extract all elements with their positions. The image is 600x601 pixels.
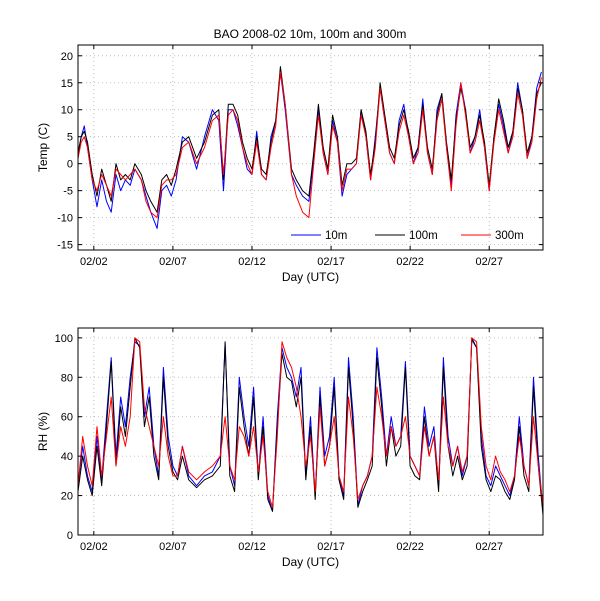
legend-label-300m: 300m: [495, 230, 524, 242]
y-tick-label: 0: [67, 159, 73, 171]
x-tick-label: 02/07: [159, 256, 187, 268]
temperature-series-300m: [77, 71, 542, 219]
x-tick-label: 02/27: [475, 256, 503, 268]
temperature-panel: -15 -10 -5 0 5 10 15 20 02/02 02/07 02/12 02/17 02/2…: [36, 44, 544, 284]
y-tick-label: 80: [61, 372, 73, 384]
humidity-y-axis-label: RH (%): [36, 412, 50, 451]
x-tick-label: 02/02: [80, 256, 108, 268]
y-tick-label: 5: [67, 132, 73, 144]
temperature-series: [77, 66, 542, 229]
x-tick-label: 02/02: [80, 541, 108, 553]
y-tick-label: 20: [61, 51, 73, 63]
x-tick-label: 02/17: [317, 541, 345, 553]
y-tick-label: 0: [67, 530, 73, 542]
figure-title: BAO 2008-02 10m, 100m and 300m: [214, 27, 407, 41]
y-tick-label: -10: [57, 213, 73, 225]
humidity-series-10m: [77, 339, 544, 512]
humidity-series-300m: [77, 337, 544, 508]
x-tick-label: 02/12: [238, 256, 266, 268]
temperature-grid: [78, 45, 543, 250]
humidity-series: [77, 337, 544, 516]
legend-label-100m: 100m: [409, 230, 438, 242]
y-tick-label: 40: [61, 451, 73, 463]
y-tick-label: 60: [61, 412, 73, 424]
y-tick-label: 10: [61, 105, 73, 117]
x-tick-label: 02/27: [475, 541, 503, 553]
humidity-x-axis-label: Day (UTC): [282, 555, 339, 569]
y-tick-label: 15: [61, 78, 73, 90]
y-tick-label: -5: [63, 186, 73, 198]
temperature-axes-frame: [77, 44, 544, 251]
humidity-panel: 0 20 40 60 80 100 02/02 02/07 02/12 02/17 02/22 02/…: [36, 327, 544, 569]
y-tick-label: 100: [55, 333, 73, 345]
legend-label-10m: 10m: [325, 230, 347, 242]
y-tick-label: -15: [57, 240, 73, 252]
y-tick-label: 20: [61, 491, 73, 503]
x-tick-label: 02/12: [238, 541, 266, 553]
x-tick-label: 02/22: [396, 256, 424, 268]
x-tick-label: 02/17: [317, 256, 345, 268]
temperature-ticks: -15 -10 -5 0 5 10 15 20 02/02 02/07 02/12 02/17 02/2…: [57, 45, 543, 268]
temperature-legend: 10m 100m 300m: [291, 230, 524, 242]
temperature-series-100m: [77, 66, 542, 213]
humidity-axes-frame: [77, 327, 544, 536]
x-tick-label: 02/22: [396, 541, 424, 553]
x-tick-label: 02/07: [159, 541, 187, 553]
humidity-ticks: 0 20 40 60 80 100 02/02 02/07 02/12 02/17 02/22 02/…: [55, 328, 543, 553]
temperature-x-axis-label: Day (UTC): [282, 270, 339, 284]
humidity-series-100m: [77, 337, 544, 516]
temperature-y-axis-label: Temp (C): [36, 123, 50, 172]
